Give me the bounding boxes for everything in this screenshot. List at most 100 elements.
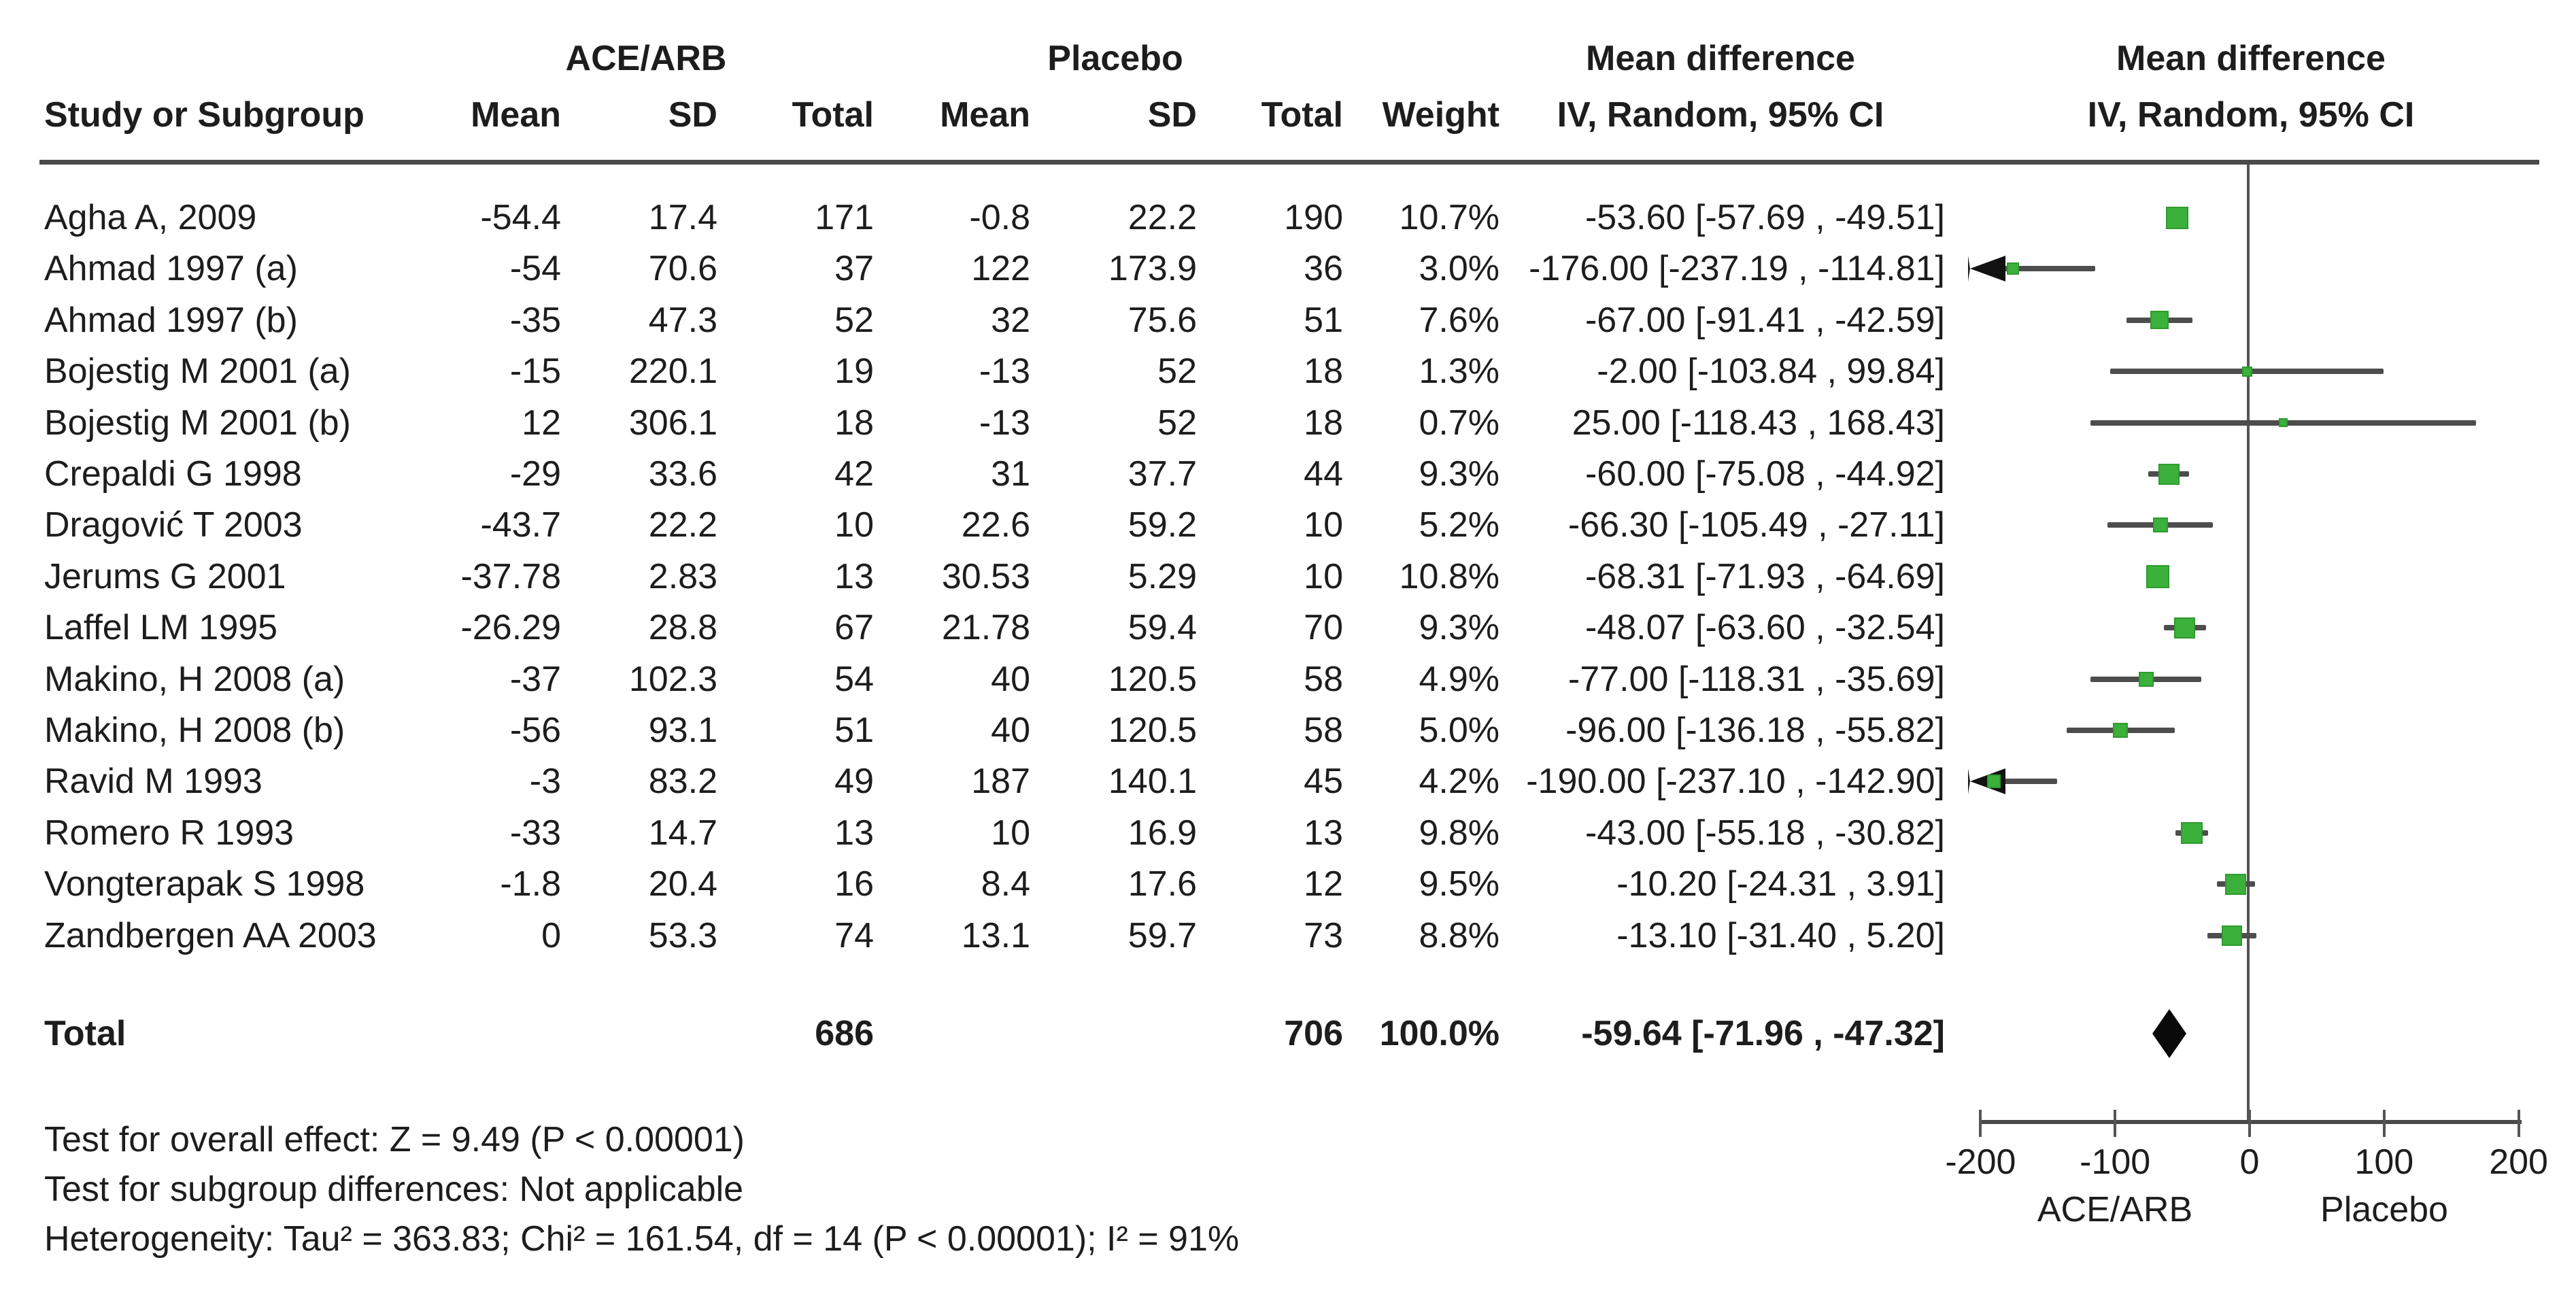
cell-ci-text: -43.00 [-55.18 , -30.82] [1584, 813, 1945, 853]
cell-pl-sd: 59.4 [1128, 608, 1197, 648]
effect-square-marker [2152, 517, 2168, 533]
cell-weight: 9.3% [1419, 454, 1499, 494]
cell-pl-total: 70 [1304, 608, 1343, 648]
x-axis-tick-label: -100 [2080, 1142, 2151, 1182]
cell-ace-sd: 220.1 [628, 352, 717, 392]
cell-pl-mean: 40 [991, 711, 1030, 750]
x-axis-tick [2517, 1110, 2520, 1137]
cell-pl-sd: 52 [1157, 352, 1197, 392]
cell-ci-text: -53.60 [-57.69 , -49.51] [1584, 198, 1945, 237]
cell-pl-sd: 120.5 [1108, 711, 1197, 750]
cell-ace-sd: 83.2 [648, 762, 717, 802]
cell-pl-mean: 21.78 [941, 608, 1030, 648]
cell-ace-mean: 12 [522, 403, 561, 443]
cell-ci-text: -67.00 [-91.41 , -42.59] [1584, 300, 1945, 340]
cell-ace-sd: 22.2 [648, 505, 717, 545]
effect-square-marker [2241, 366, 2252, 377]
cell-pl-sd: 17.6 [1128, 864, 1197, 904]
cell-pl-sd: 16.9 [1128, 813, 1197, 853]
study-label: Zandbergen AA 2003 [44, 915, 377, 955]
cell-ci-text: -10.20 [-24.31 , 3.91] [1616, 864, 1945, 904]
cell-pl-total: 36 [1304, 249, 1343, 289]
cell-ace-mean: -35 [509, 300, 561, 340]
effect-square-marker [2278, 418, 2288, 428]
cell-ace-total: 10 [834, 505, 874, 545]
x-axis-tick [2248, 1110, 2251, 1137]
study-label: Ravid M 1993 [44, 762, 262, 802]
cell-weight: 8.8% [1419, 915, 1499, 955]
cell-pl-total: 51 [1304, 300, 1343, 340]
subgroup-differences-text: Test for subgroup differences: Not appli… [44, 1170, 744, 1209]
column-header-pl-sd: SD [1147, 95, 1197, 135]
x-axis-tick-label: -200 [1945, 1142, 2016, 1182]
effect-square-marker [2138, 671, 2154, 687]
cell-pl-sd: 173.9 [1108, 249, 1197, 289]
cell-ace-total: 19 [834, 352, 874, 392]
cell-weight: 4.9% [1419, 659, 1499, 699]
cell-ci-text: -190.00 [-237.10 , -142.90] [1526, 762, 1945, 802]
column-header-weight: Weight [1382, 95, 1499, 135]
zero-reference-line [2247, 165, 2250, 1123]
cell-pl-mean: 32 [991, 300, 1030, 340]
cell-ace-total: 13 [834, 813, 874, 853]
cell-ace-mean: -54.4 [480, 198, 561, 237]
study-label: Vongterapak S 1998 [44, 864, 365, 904]
cell-pl-total: 45 [1304, 762, 1343, 802]
x-axis-tick [2382, 1110, 2386, 1137]
column-header-ace-mean: Mean [471, 95, 561, 135]
cell-ace-total: 67 [834, 608, 874, 648]
effect-square-marker [2006, 262, 2019, 275]
cell-pl-total: 10 [1304, 556, 1343, 596]
cell-ace-total: 18 [834, 403, 874, 443]
cell-ace-total: 54 [834, 659, 874, 699]
cell-ace-mean: -3 [529, 762, 561, 802]
study-label: Bojestig M 2001 (b) [44, 403, 351, 443]
cell-pl-mean: 40 [991, 659, 1030, 699]
cell-ci-text: -13.10 [-31.40 , 5.20] [1616, 915, 1945, 955]
x-axis-tick-label: 200 [2489, 1142, 2548, 1182]
model-header-plot: IV, Random, 95% CI [2087, 95, 2415, 135]
study-label: Dragović T 2003 [44, 505, 303, 545]
study-label: Makino, H 2008 (b) [44, 711, 345, 750]
cell-pl-total: 44 [1304, 454, 1343, 494]
cell-weight: 9.5% [1419, 864, 1499, 904]
total-ci-text: -59.64 [-71.96 , -47.32] [1581, 1014, 1945, 1053]
cell-ace-sd: 102.3 [628, 659, 717, 699]
cell-pl-mean: 31 [991, 454, 1030, 494]
cell-ace-sd: 53.3 [648, 915, 717, 955]
cell-weight: 9.3% [1419, 608, 1499, 648]
study-label: Makino, H 2008 (a) [44, 659, 345, 699]
cell-ci-text: -60.00 [-75.08 , -44.92] [1584, 454, 1945, 494]
cell-ace-sd: 70.6 [648, 249, 717, 289]
cell-ace-sd: 14.7 [648, 813, 717, 853]
cell-ace-total: 171 [815, 198, 874, 237]
cell-ace-mean: -37.78 [460, 556, 561, 596]
study-label: Laffel LM 1995 [44, 608, 278, 648]
cell-ci-text: 25.00 [-118.43 , 168.43] [1572, 403, 1945, 443]
cell-pl-sd: 140.1 [1108, 762, 1197, 802]
effect-square-marker [2174, 617, 2196, 639]
effect-square-marker [2113, 723, 2129, 738]
study-label: Crepaldi G 1998 [44, 454, 302, 494]
x-axis-tick-label: 100 [2354, 1142, 2414, 1182]
cell-pl-total: 10 [1304, 505, 1343, 545]
cell-ace-total: 37 [834, 249, 874, 289]
cell-ci-text: -66.30 [-105.49 , -27.11] [1567, 505, 1945, 545]
cell-ace-mean: -26.29 [460, 608, 561, 648]
cell-ci-text: -2.00 [-103.84 , 99.84] [1597, 352, 1945, 392]
heterogeneity-text: Heterogeneity: Tau² = 363.83; Chi² = 161… [44, 1219, 1240, 1259]
study-label: Romero R 1993 [44, 813, 294, 853]
cell-ace-mean: -54 [509, 249, 561, 289]
cell-ace-mean: -37 [509, 659, 561, 699]
effect-square-marker [2180, 821, 2203, 844]
cell-ace-total: 52 [834, 300, 874, 340]
cell-pl-total: 73 [1304, 915, 1343, 955]
cell-ace-mean: 0 [541, 915, 561, 955]
cell-ace-sd: 93.1 [648, 711, 717, 750]
study-label: Jerums G 2001 [44, 556, 286, 596]
total-row-label: Total [44, 1014, 126, 1053]
overall-effect-test-text: Test for overall effect: Z = 9.49 (P < 0… [44, 1120, 745, 1159]
cell-ace-total: 16 [834, 864, 874, 904]
effect-square-marker [2225, 873, 2247, 895]
